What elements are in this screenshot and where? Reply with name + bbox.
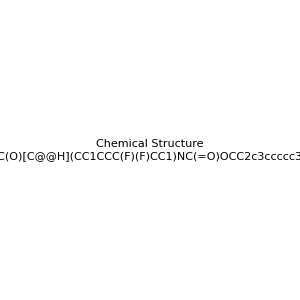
Text: Chemical Structure
O=C(O)[C@@H](CC1CCC(F)(F)CC1)NC(=O)OCC2c3ccccc3-c4: Chemical Structure O=C(O)[C@@H](CC1CCC(F… — [0, 139, 300, 161]
